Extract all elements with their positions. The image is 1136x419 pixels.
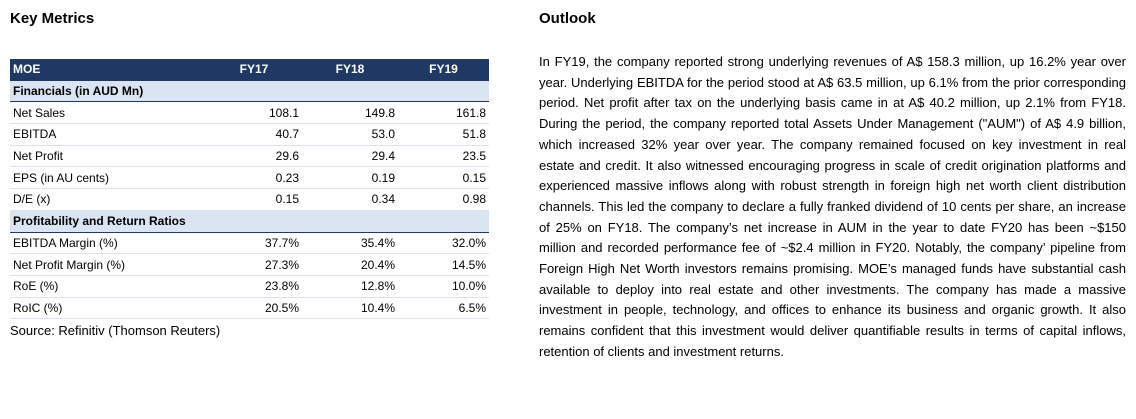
header-year: FY17 [239,62,269,77]
row-label: EPS (in AU cents) [10,166,206,190]
header-year: FY19 [429,62,458,77]
row-value: 27.3% [206,253,302,276]
section-header-row: Financials (in AUD Mn) [10,79,489,103]
table-row: RoIC (%) 20.5% 10.4% 6.5% [10,297,489,320]
table-row: Net Profit 29.6 29.4 23.5 [10,145,489,168]
row-value: 0.23 [206,166,302,190]
table-row: D/E (x) 0.15 0.34 0.98 [10,188,489,211]
row-value: 108.1 [206,101,302,125]
row-value: 0.34 [302,188,398,211]
row-value: 29.4 [302,145,398,168]
section-label: Profitability and Return Ratios [10,209,489,233]
section-header-row: Profitability and Return Ratios [10,209,489,233]
row-value: 10.0% [398,275,489,298]
section-label: Financials (in AUD Mn) [10,79,489,103]
outlook-title: Outlook [539,10,596,27]
row-value: 20.4% [302,253,398,276]
row-value: 12.8% [302,275,398,298]
table-row: EBITDA 40.7 53.0 51.8 [10,123,489,146]
row-label: Net Profit [10,145,206,168]
row-value: 0.98 [398,188,489,211]
row-value: 14.5% [398,253,489,276]
table-row: RoE (%) 23.8% 12.8% 10.0% [10,275,489,298]
row-label: D/E (x) [10,188,206,211]
row-value: 32.0% [398,232,489,255]
row-label: RoE (%) [10,275,206,298]
table-row: Net Sales 108.1 149.8 161.8 [10,101,489,125]
header-year: FY18 [335,62,365,77]
row-value: 51.8 [398,123,489,146]
row-value: 40.7 [206,123,302,146]
row-label: EBITDA [10,123,206,146]
table-row: EBITDA Margin (%) 37.7% 35.4% 32.0% [10,232,489,255]
row-label: EBITDA Margin (%) [10,232,206,255]
row-label: Net Sales [10,101,206,125]
row-value: 161.8 [398,101,489,125]
key-metrics-title: Key Metrics [10,10,95,27]
table-row: Net Profit Margin (%) 27.3% 20.4% 14.5% [10,253,489,276]
row-value: 23.5 [398,145,489,168]
row-value: 6.5% [398,297,489,320]
row-value: 10.4% [302,297,398,320]
source-note: Source: Refinitiv (Thomson Reuters) [10,323,221,338]
table-row: EPS (in AU cents) 0.23 0.19 0.15 [10,166,489,190]
row-label: Net Profit Margin (%) [10,253,206,276]
row-value: 0.19 [302,166,398,190]
outlook-paragraph: In FY19, the company reported strong und… [539,54,1126,359]
row-value: 0.15 [206,188,302,211]
row-value: 20.5% [206,297,302,320]
row-value: 37.7% [206,232,302,255]
row-value: 23.8% [206,275,302,298]
header-company: MOE [13,62,41,77]
table-header-row: MOE FY17 FY18 FY19 [10,59,489,81]
row-value: 149.8 [302,101,398,125]
row-value: 35.4% [302,232,398,255]
key-metrics-table: MOE FY17 FY18 FY19 Financials (in AUD Mn) Net… [10,59,489,320]
row-value: 0.15 [398,166,489,190]
row-value: 53.0 [302,123,398,146]
row-label: RoIC (%) [10,297,206,320]
row-value: 29.6 [206,145,302,168]
